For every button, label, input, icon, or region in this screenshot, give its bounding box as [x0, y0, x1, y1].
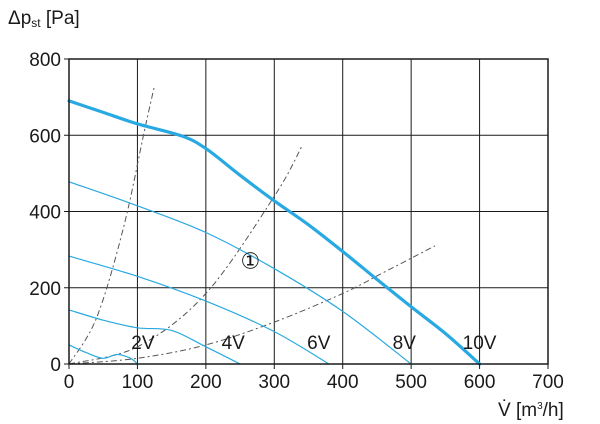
system-curves — [68, 85, 436, 365]
system-curve — [68, 245, 436, 365]
y-axis-title: Δpst [Pa] — [8, 8, 80, 30]
x-axis-title-unit-sup: 3 — [537, 401, 543, 412]
curve-label-2v: 2V — [131, 333, 155, 354]
fan-curve-8v — [68, 181, 412, 365]
curve-label-10v: 10V — [463, 333, 497, 354]
x-tick-label: 200 — [190, 372, 222, 393]
grid — [69, 59, 548, 364]
x-tick-label: 400 — [327, 372, 359, 393]
y-axis-title-sub: st — [31, 16, 41, 30]
y-tick-label: 600 — [29, 126, 61, 147]
y-tick-label: 200 — [29, 279, 61, 300]
x-tick-label: 700 — [532, 372, 564, 393]
x-axis-title-main: V̇ — [498, 400, 511, 421]
system-curve — [68, 85, 155, 365]
x-axis-title: V̇ [m3/h] — [498, 400, 564, 421]
fan-curve-6v — [68, 255, 330, 365]
y-axis-title-unit: [Pa] — [41, 8, 80, 29]
annotations: 2V 4V 6V 8V 10V ① — [131, 250, 497, 354]
curve-label-4v: 4V — [222, 333, 246, 354]
y-tick-label: 0 — [50, 355, 61, 376]
x-tick-label: 300 — [258, 372, 290, 393]
fan-curve-10v — [67, 99, 482, 366]
curve-label-6v: 6V — [307, 333, 331, 354]
system-curve-marker: ① — [240, 250, 260, 275]
fan-curve-2v — [68, 344, 138, 365]
system-curve — [68, 146, 303, 365]
x-axis-title-unit-pre: [m — [511, 400, 537, 421]
x-tick-label: 600 — [464, 372, 496, 393]
y-tick-label: 400 — [29, 203, 61, 224]
curve-label-8v: 8V — [393, 333, 417, 354]
axes: 0 100 200 300 400 500 600 700 0 200 400 600 800 — [29, 50, 564, 393]
y-axis-title-main: Δp — [8, 8, 31, 29]
y-tick-label: 800 — [29, 50, 61, 71]
x-tick-label: 0 — [64, 372, 75, 393]
x-axis-title-unit-post: /h] — [543, 400, 564, 421]
fan-curve-4v — [68, 309, 241, 365]
fan-curves — [67, 99, 482, 366]
x-tick-label: 100 — [122, 372, 154, 393]
x-tick-label: 500 — [395, 372, 427, 393]
